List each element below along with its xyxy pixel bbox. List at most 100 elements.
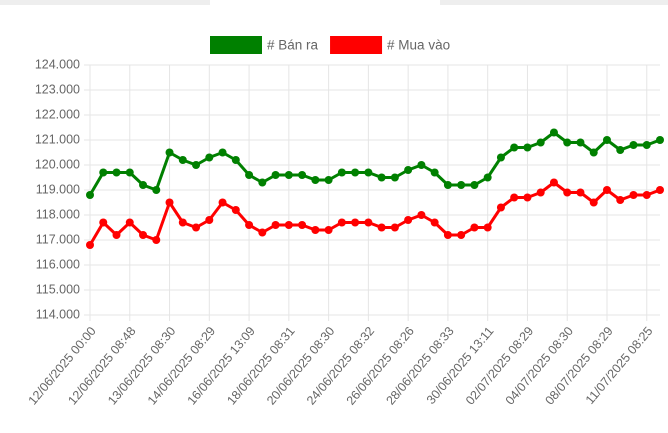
data-point (165, 198, 174, 207)
data-point (351, 218, 360, 227)
data-point (231, 156, 240, 164)
data-point (510, 143, 519, 152)
y-tick-label: 124.000 (35, 57, 80, 71)
data-point (589, 198, 598, 207)
data-point (258, 228, 267, 237)
data-point (589, 148, 598, 157)
data-point (178, 156, 187, 164)
series-line (88, 181, 661, 246)
data-point (430, 168, 439, 177)
legend-swatch (330, 36, 383, 54)
data-point (616, 196, 625, 204)
data-point (86, 191, 94, 199)
data-point (258, 178, 267, 187)
y-tick-label: 116.000 (36, 257, 80, 271)
data-point (271, 171, 280, 179)
data-point (205, 216, 214, 224)
data-point (178, 218, 187, 227)
data-point (642, 191, 651, 199)
x-tick-label: 13/06/2025 08:30 (105, 324, 178, 408)
data-point (443, 231, 452, 239)
data-point (377, 173, 386, 182)
data-point (616, 146, 625, 154)
data-point (139, 231, 148, 239)
data-point (629, 191, 638, 199)
data-point (563, 138, 572, 147)
data-point (536, 138, 545, 147)
data-point (218, 198, 227, 207)
data-point (364, 168, 373, 177)
data-point (470, 181, 479, 189)
data-point (536, 188, 545, 197)
data-point (351, 168, 360, 177)
data-point (311, 226, 320, 234)
x-tick-label: 16/06/2025 13:09 (185, 324, 258, 408)
data-point (602, 186, 611, 194)
data-point (231, 206, 240, 214)
data-point (404, 216, 413, 224)
series-line (88, 131, 661, 196)
data-point (364, 218, 373, 227)
x-tick-label: 08/07/2025 08:29 (543, 324, 616, 408)
x-tick-label: 24/06/2025 08:32 (304, 324, 377, 408)
data-point (298, 171, 307, 179)
data-point (576, 188, 585, 197)
data-point (483, 223, 492, 232)
data-point (152, 236, 161, 244)
x-tick-label: 14/06/2025 08:29 (145, 324, 218, 408)
data-point (390, 173, 399, 182)
data-point (86, 241, 94, 249)
y-tick-label: 120.000 (35, 157, 80, 171)
y-tick-label: 115.000 (36, 282, 80, 296)
data-point (470, 223, 479, 232)
x-tick-label: 28/06/2025 08:33 (383, 324, 456, 408)
legend-swatch (210, 36, 262, 54)
data-point (417, 161, 426, 169)
x-tick-label: 12/06/2025 00:00 (26, 324, 99, 408)
data-point (656, 186, 664, 194)
x-tick-label: 26/06/2025 08:26 (344, 324, 417, 408)
y-tick-label: 118.000 (36, 207, 80, 221)
data-point (284, 221, 293, 229)
data-point (284, 171, 293, 179)
data-point (125, 168, 134, 177)
data-point (576, 138, 585, 147)
x-tick-label: 04/07/2025 08:30 (503, 324, 576, 408)
data-point (496, 153, 505, 162)
data-point (125, 218, 134, 227)
data-point (523, 143, 532, 152)
data-point (337, 218, 346, 227)
tab (210, 0, 440, 5)
data-point (99, 218, 108, 227)
data-point (139, 181, 148, 189)
data-point (218, 148, 227, 157)
data-point (298, 221, 307, 229)
data-point (112, 168, 121, 177)
data-point (377, 223, 386, 232)
data-point (311, 176, 320, 184)
data-point (457, 181, 466, 189)
legend-label: # Bán ra (267, 38, 319, 53)
data-point (324, 226, 333, 234)
data-point (152, 186, 161, 194)
data-point (192, 223, 201, 232)
data-point (271, 221, 280, 229)
data-point (404, 166, 413, 174)
data-point (245, 171, 254, 179)
data-point (549, 178, 558, 187)
data-point (563, 188, 572, 197)
y-tick-label: 123.000 (35, 82, 80, 96)
data-point (457, 231, 466, 239)
data-point (165, 148, 174, 157)
data-point (99, 168, 108, 177)
data-point (549, 128, 558, 137)
y-tick-label: 117.000 (36, 232, 80, 246)
data-point (205, 153, 214, 162)
data-point (629, 141, 638, 149)
data-point (602, 136, 611, 144)
data-point (192, 161, 201, 169)
data-point (483, 173, 492, 182)
data-point (337, 168, 346, 177)
